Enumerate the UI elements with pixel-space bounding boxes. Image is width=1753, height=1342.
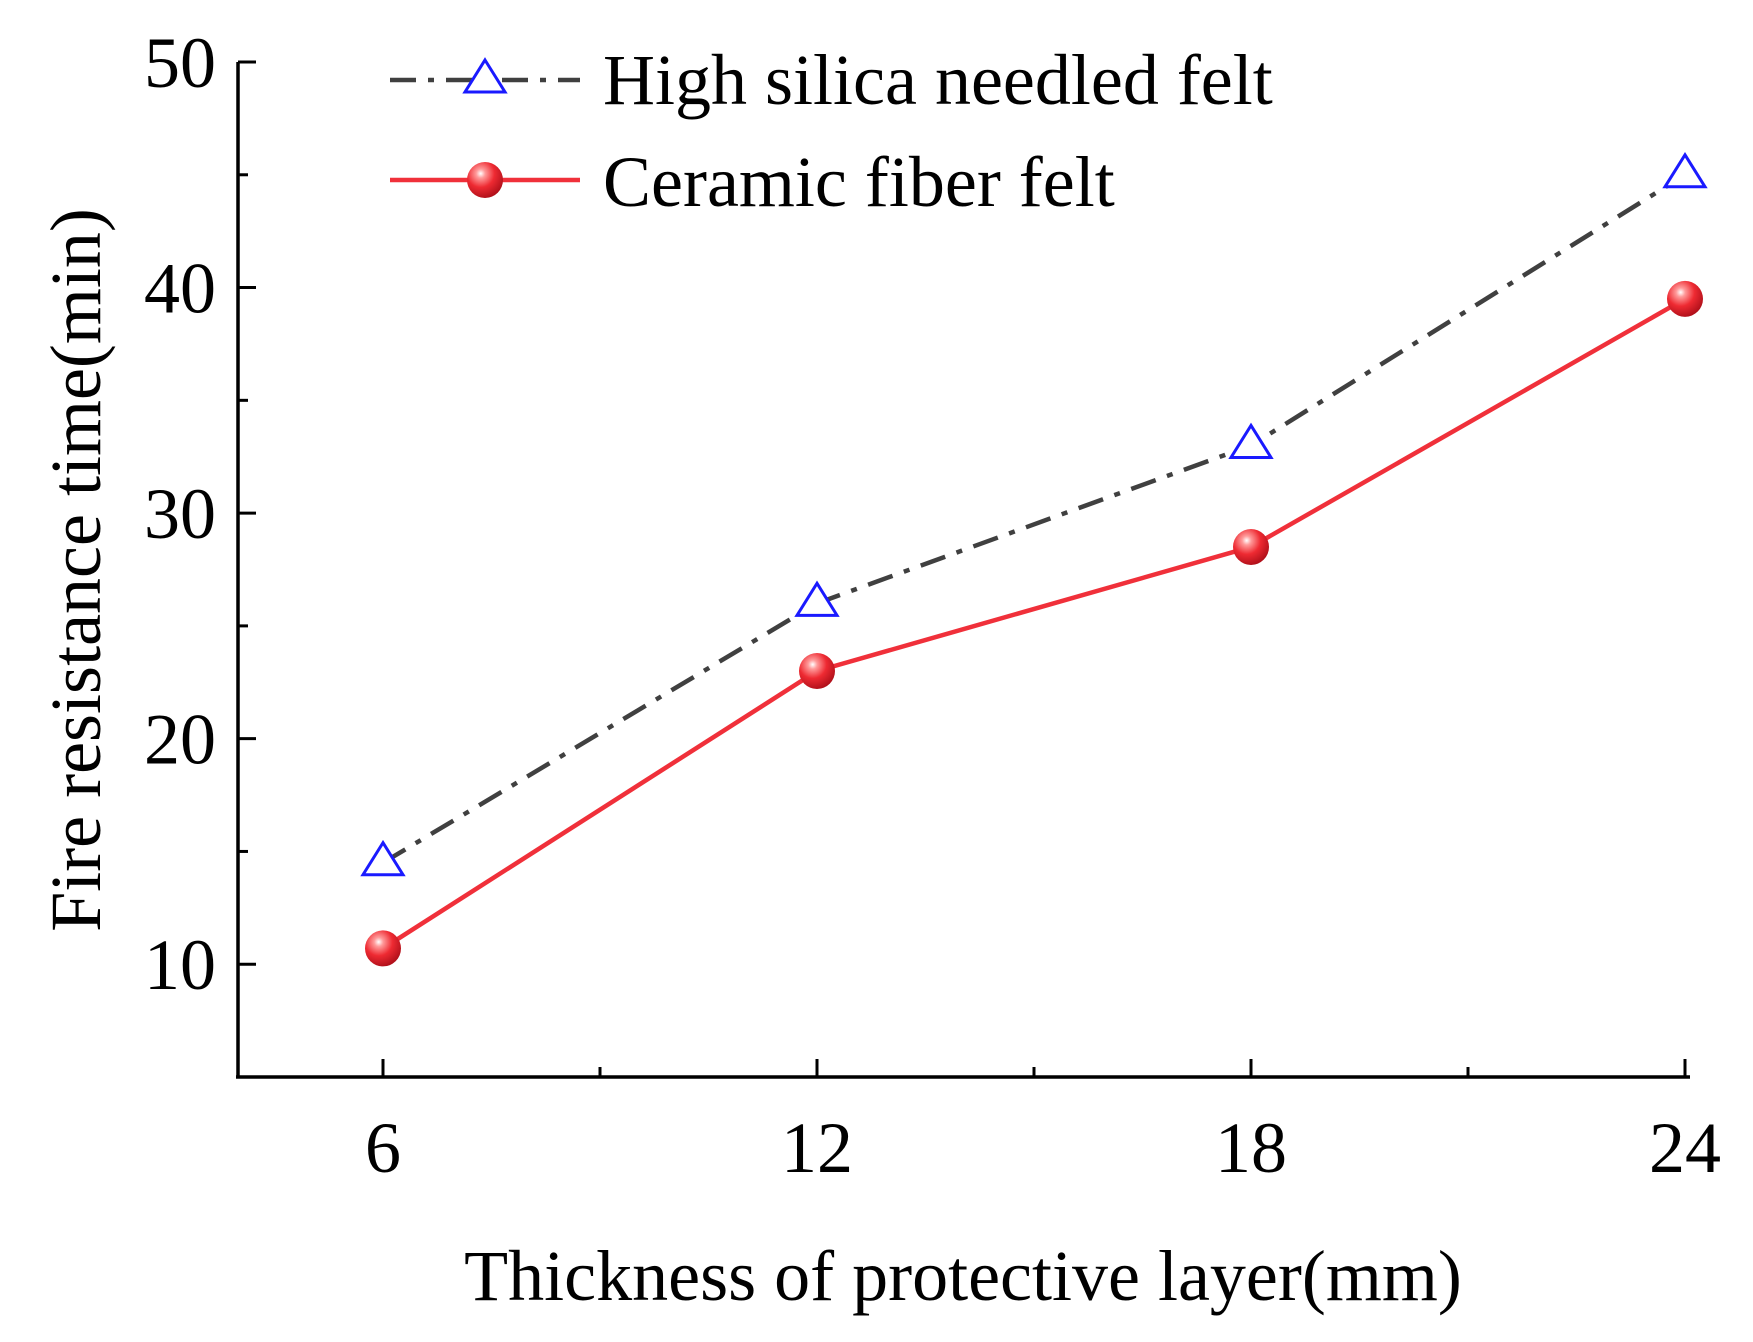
- axes: [236, 62, 1690, 1079]
- x-axis-ticks: 6 12 18 24: [365, 1059, 1721, 1188]
- y-tick-label: 30: [144, 474, 216, 554]
- y-tick-label: 50: [144, 23, 216, 103]
- x-tick-label: 6: [365, 1108, 401, 1188]
- legend-marker-sphere-icon: [467, 162, 503, 198]
- y-tick-label: 40: [144, 249, 216, 329]
- legend-item-high-silica: High silica needled felt: [390, 40, 1273, 120]
- y-axis-ticks: 10 20 30 40 50: [144, 23, 256, 1005]
- series-line: [381, 296, 1687, 951]
- data-point-triangle: [1228, 422, 1274, 459]
- x-tick-label: 12: [781, 1108, 853, 1188]
- legend-item-ceramic: Ceramic fiber felt: [390, 142, 1115, 222]
- data-point-triangle: [360, 839, 406, 877]
- series-line: [381, 172, 1687, 865]
- legend-label-ceramic: Ceramic fiber felt: [603, 142, 1115, 222]
- y-tick-label: 10: [144, 925, 216, 1005]
- series-high-silica: [360, 151, 1708, 877]
- data-point-sphere: [1667, 280, 1703, 317]
- legend-label-high-silica: High silica needled felt: [603, 40, 1273, 120]
- series-ceramic: [365, 280, 1703, 967]
- x-axis-label: Thickness of protective layer(mm): [464, 1236, 1462, 1316]
- x-tick-label: 18: [1215, 1108, 1287, 1188]
- legend: High silica needled felt Ceramic fiber f…: [390, 40, 1273, 222]
- data-point-sphere: [365, 930, 401, 967]
- legend-marker-triangle-icon: [462, 57, 508, 94]
- y-axis-label: Fire resistance time(min): [36, 208, 116, 932]
- data-point-triangle: [794, 580, 840, 617]
- data-point-triangle: [1662, 151, 1708, 189]
- y-tick-label: 20: [144, 700, 216, 780]
- data-point-sphere: [1233, 528, 1269, 565]
- series-layer: [360, 151, 1708, 967]
- data-point-sphere: [799, 653, 835, 689]
- x-tick-label: 24: [1649, 1108, 1721, 1188]
